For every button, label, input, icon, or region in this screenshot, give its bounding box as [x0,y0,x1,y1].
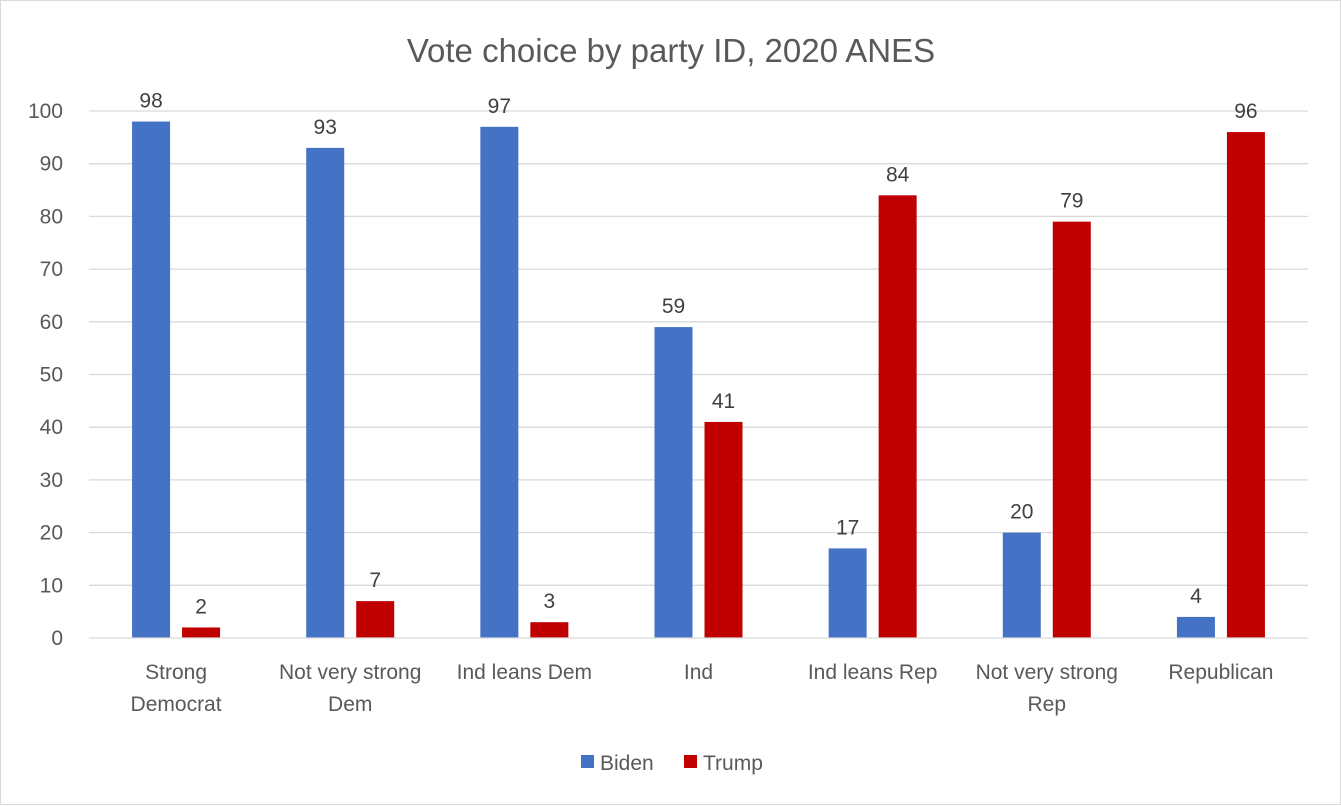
y-tick-label: 90 [40,153,63,176]
bar-biden [132,121,171,639]
data-label: 98 [139,90,162,113]
bar-trump [356,601,395,638]
y-axis-ticks: 0 10 20 30 40 50 60 70 80 90 100 [28,100,63,650]
x-category-label: Ind leans Dem [457,661,592,684]
x-category-label: Republican [1168,661,1273,684]
data-labels: 98 2 93 7 97 3 59 41 17 84 20 79 4 96 [139,90,1257,619]
y-tick-label: 50 [40,364,63,387]
x-category-label: Rep [1028,693,1067,716]
data-label: 3 [544,590,556,613]
y-tick-label: 10 [40,574,63,597]
y-tick-label: 30 [40,469,63,492]
x-category-label: Not very strong [976,661,1118,684]
bar-trump [182,627,221,638]
bar-trump [530,622,569,638]
bar-biden [1002,532,1041,638]
data-label: 96 [1234,100,1257,123]
y-tick-label: 70 [40,258,63,281]
x-axis-categories: Strong Democrat Not very strong Dem Ind lean… [131,661,1274,716]
legend-swatch-biden [581,755,594,768]
legend-label-biden: Biden [600,752,654,775]
y-tick-label: 60 [40,311,63,334]
legend-label-trump: Trump [703,752,763,775]
data-label: 4 [1190,585,1202,608]
bar-biden [828,548,867,638]
y-tick-label: 0 [51,627,63,650]
y-tick-label: 20 [40,522,63,545]
data-label: 7 [369,569,381,592]
legend-swatch-trump [684,755,697,768]
x-category-label: Dem [328,693,372,716]
data-label: 17 [836,516,859,539]
data-label: 2 [195,595,207,618]
bar-biden [480,126,519,638]
x-category-label: Democrat [131,693,222,716]
chart-title: Vote choice by party ID, 2020 ANES [407,32,935,69]
data-label: 79 [1060,190,1083,213]
x-category-label: Strong [145,661,207,684]
bars [132,121,1265,639]
data-label: 41 [712,390,735,413]
data-label: 93 [314,116,337,139]
data-label: 84 [886,163,910,186]
x-category-label: Ind leans Rep [808,661,938,684]
y-tick-label: 100 [28,100,63,123]
data-label: 59 [662,295,685,318]
bar-biden [306,147,345,638]
data-label: 97 [488,95,511,118]
y-tick-label: 80 [40,205,63,228]
bar-trump [1226,132,1265,638]
data-label: 20 [1010,501,1033,524]
legend: Biden Trump [581,752,763,775]
bar-biden [1176,616,1215,638]
bar-trump [878,195,917,638]
bar-trump [704,421,743,638]
bar-biden [654,327,693,638]
bar-trump [1052,221,1091,639]
gridlines [89,110,1308,586]
x-category-label: Not very strong [279,661,421,684]
x-category-label: Ind [684,661,713,684]
y-tick-label: 40 [40,416,63,439]
